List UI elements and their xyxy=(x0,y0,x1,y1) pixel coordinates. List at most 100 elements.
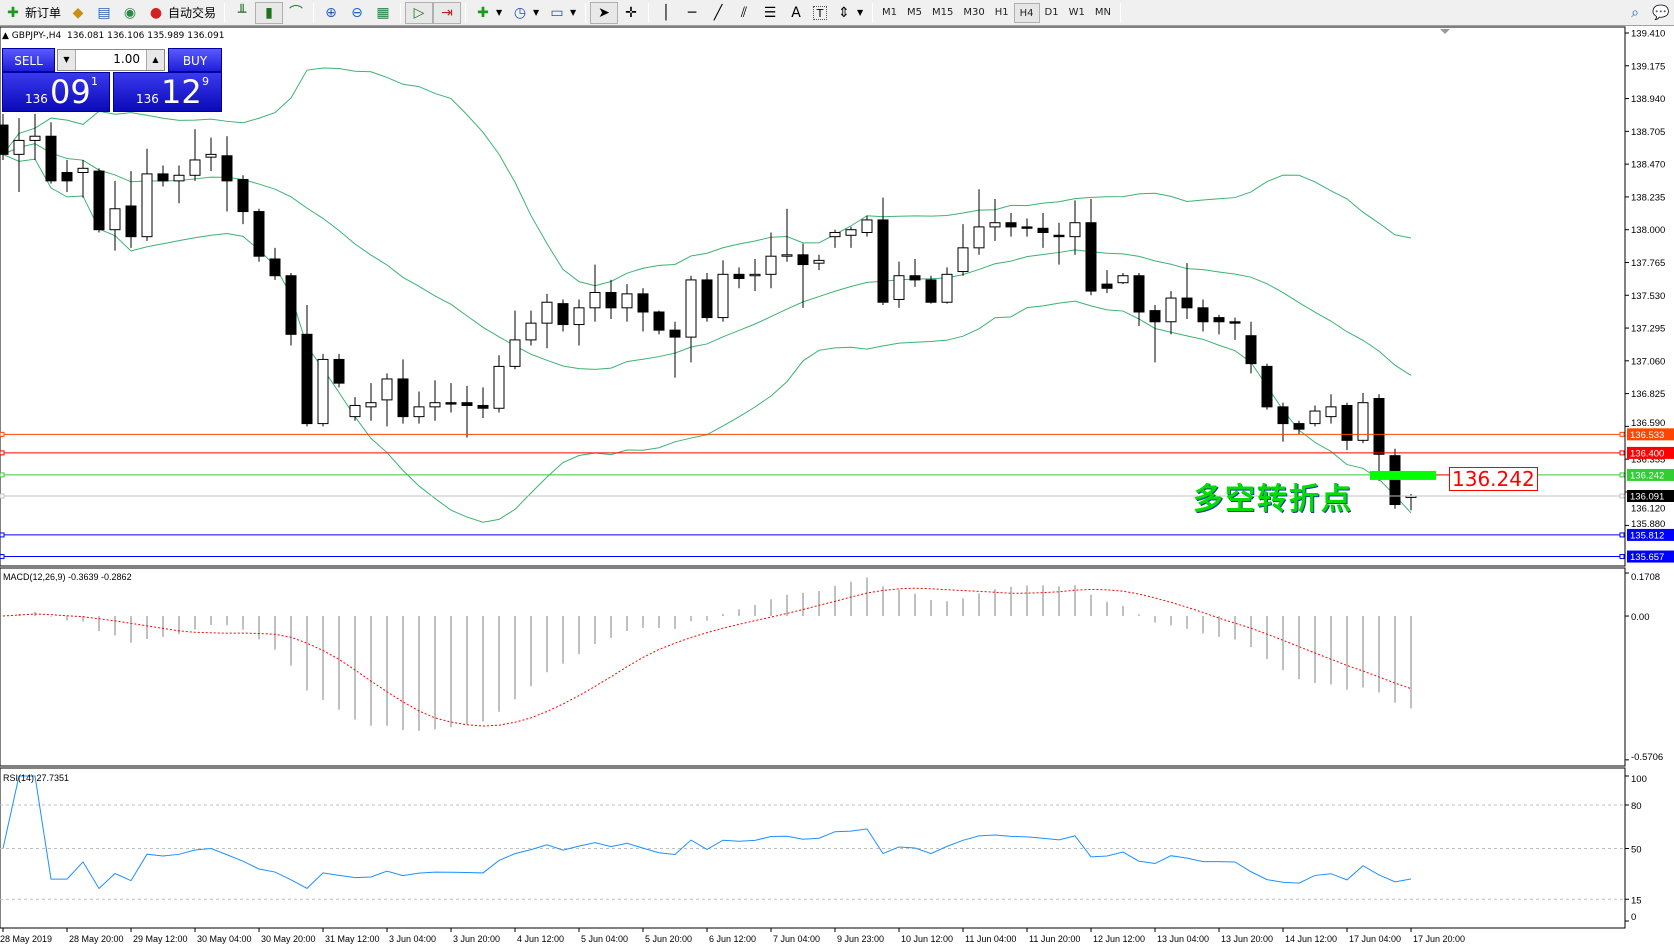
dropdown-icon: ▼ xyxy=(569,7,577,17)
text-button[interactable]: A xyxy=(783,2,809,24)
bullish-candle xyxy=(589,291,601,309)
dropdown-icon: ▼ xyxy=(532,7,540,17)
chart-shift-marker-icon[interactable] xyxy=(1440,29,1450,34)
rsi-label: RSI(14) 27.7351 xyxy=(3,773,69,783)
line-anchor-handle[interactable] xyxy=(1619,554,1625,560)
trendline-button[interactable]: ╱ xyxy=(705,2,731,24)
bullish-candle xyxy=(29,135,41,141)
sell-button[interactable]: SELL xyxy=(2,48,55,72)
line-anchor-handle[interactable] xyxy=(0,554,5,560)
bullish-candle xyxy=(189,159,201,176)
separator xyxy=(400,2,402,23)
line-anchor-handle[interactable] xyxy=(1619,450,1625,456)
bearish-candle xyxy=(733,273,745,280)
line-anchor-handle[interactable] xyxy=(1619,431,1625,437)
horizontal-line-button[interactable]: ─ xyxy=(679,2,705,24)
line-anchor-handle[interactable] xyxy=(0,472,5,478)
lot-increase-button[interactable]: ▲ xyxy=(146,50,164,70)
macd-axis-label: 0.1708 xyxy=(1631,572,1660,583)
line-anchor-handle[interactable] xyxy=(0,493,5,499)
candlestick-button[interactable]: ▮ xyxy=(255,1,284,24)
horizontal-line-icon: ─ xyxy=(687,4,697,21)
auto-trading-button[interactable]: ● 自动交易 xyxy=(143,2,220,24)
timeframe-d1[interactable]: D1 xyxy=(1044,6,1059,18)
bearish-candle xyxy=(45,135,57,182)
text-label-button[interactable]: T xyxy=(809,2,831,24)
bearish-candle xyxy=(0,124,9,155)
cursor-button[interactable]: ➤ xyxy=(590,1,619,24)
clock-icon: ◷ xyxy=(513,4,527,21)
line-chart-button[interactable]: ⌒ xyxy=(283,2,309,24)
templates-button[interactable]: ▭ ▼ xyxy=(544,2,581,24)
bearish-candle xyxy=(1245,335,1257,365)
line-anchor-handle[interactable] xyxy=(1619,472,1625,478)
indicators-button[interactable]: ✚ ▼ xyxy=(470,2,507,24)
line-anchor-handle[interactable] xyxy=(1619,493,1625,499)
time-axis-label: 3 Jun 20:00 xyxy=(453,934,500,944)
vertical-line-button[interactable]: │ xyxy=(653,2,679,24)
line-anchor-handle[interactable] xyxy=(0,532,5,538)
bearish-candle xyxy=(445,402,457,405)
timeframe-m1[interactable]: M1 xyxy=(882,6,898,18)
bearish-candle xyxy=(1181,297,1193,309)
timeframe-m30[interactable]: M30 xyxy=(963,6,985,18)
lot-value[interactable]: 1.00 xyxy=(113,52,140,66)
channel-button[interactable]: ⫽ xyxy=(731,2,757,24)
collapse-triangle-icon[interactable]: ▲ xyxy=(2,31,9,41)
bullish-candle xyxy=(957,247,969,273)
zoom-out-icon: ⊖ xyxy=(351,4,363,21)
lot-decrease-button[interactable]: ▼ xyxy=(58,50,76,70)
chart-shift-icon: ⇥ xyxy=(441,4,453,21)
timeframe-w1[interactable]: W1 xyxy=(1068,6,1085,18)
time-axis-label: 30 May 20:00 xyxy=(261,934,316,944)
text-icon: A xyxy=(791,4,801,21)
chart-window[interactable]: 139.410 139.175 138.940 138.705 138.470 138.2… xyxy=(0,26,1674,947)
buy-price-prefix: 136 xyxy=(136,92,159,106)
fibonacci-button[interactable]: ☰ xyxy=(757,2,783,24)
autoscroll-button[interactable]: ▷ xyxy=(405,1,434,24)
buy-price-button[interactable]: 136 12 9 xyxy=(113,72,222,112)
bearish-candle xyxy=(1005,222,1017,228)
sell-price-button[interactable]: 136 09 1 xyxy=(2,72,110,112)
buy-button[interactable]: BUY xyxy=(168,48,222,72)
chart-shift-button[interactable]: ⇥ xyxy=(433,1,462,24)
price-axis-label: 139.175 xyxy=(1631,61,1665,72)
new-order-button[interactable]: ✚ 新订单 xyxy=(0,2,65,24)
market-watch-button[interactable]: ◆ xyxy=(65,2,91,24)
bullish-candle xyxy=(317,358,329,425)
bullish-candle xyxy=(989,222,1001,228)
crosshair-button[interactable]: ✛ xyxy=(618,2,644,24)
time-axis-label: 5 Jun 04:00 xyxy=(581,934,628,944)
signals-button[interactable]: ◉ xyxy=(117,2,143,24)
arrows-button[interactable]: ⇕ ▼ xyxy=(831,2,868,24)
timeframe-h4[interactable]: H4 xyxy=(1013,2,1040,23)
price-axis-label: 138.470 xyxy=(1631,160,1665,171)
bearish-candle xyxy=(269,258,281,277)
bullish-candle xyxy=(413,406,425,418)
pivot-zone-rectangle[interactable] xyxy=(1370,470,1436,480)
line-anchor-handle[interactable] xyxy=(1619,532,1625,538)
bullish-candle xyxy=(573,307,585,326)
time-axis-label: 13 Jun 20:00 xyxy=(1221,934,1273,944)
line-anchor-handle[interactable] xyxy=(0,431,5,437)
bearish-candle xyxy=(253,211,265,257)
chat-button[interactable]: 💬 xyxy=(1648,2,1674,24)
timeframe-m5[interactable]: M5 xyxy=(907,6,923,18)
pivot-annotation-text[interactable]: 多空转折点 xyxy=(1193,482,1353,517)
bar-chart-button[interactable]: ╨ xyxy=(229,2,255,24)
price-axis-label: 138.000 xyxy=(1631,225,1665,236)
lot-size-input[interactable]: ▼ 1.00 ▲ xyxy=(57,49,165,71)
separator xyxy=(465,2,467,23)
periods-button[interactable]: ◷ ▼ xyxy=(507,2,544,24)
timeframe-m15[interactable]: M15 xyxy=(932,6,954,18)
timeframe-mn[interactable]: MN xyxy=(1094,6,1111,18)
zoom-out-button[interactable]: ⊖ xyxy=(344,2,370,24)
pivot-price-label[interactable]: 136.242 xyxy=(1449,467,1538,491)
search-button[interactable]: ⌕ xyxy=(1622,2,1648,24)
zoom-in-button[interactable]: ⊕ xyxy=(318,2,344,24)
timeframe-h1[interactable]: H1 xyxy=(994,6,1009,18)
line-anchor-handle[interactable] xyxy=(0,450,5,456)
navigator-button[interactable]: ▤ xyxy=(91,2,117,24)
auto-trading-icon: ● xyxy=(149,4,163,21)
tile-windows-button[interactable]: ▦ xyxy=(370,2,396,24)
